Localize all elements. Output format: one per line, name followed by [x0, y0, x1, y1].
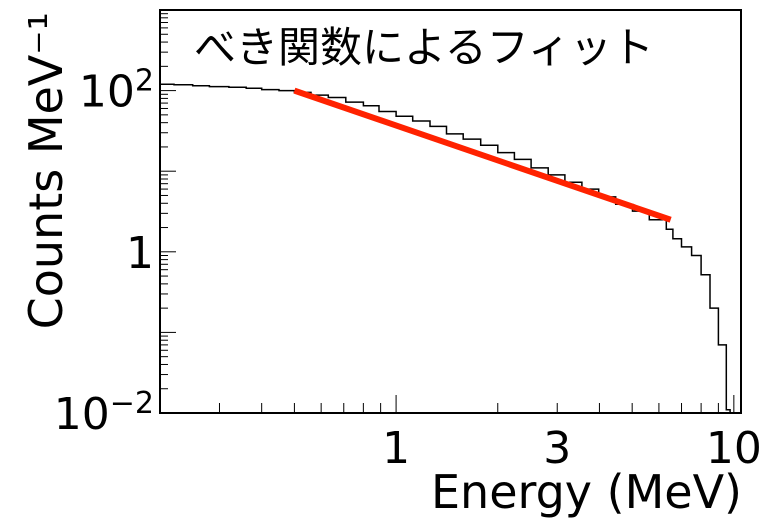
y-axis-title: Counts MeV⁻¹ [19, 12, 73, 329]
x-tick-label: 10 [706, 423, 762, 474]
x-axis-ticks [159, 395, 735, 413]
histogram-line [160, 83, 731, 413]
fit-line [293, 87, 672, 223]
plot-area-border [159, 9, 742, 414]
plot-frame [159, 9, 742, 414]
y-tick-label: 10−2 [54, 386, 154, 440]
y-tick-label: 1 [126, 228, 154, 279]
x-tick-label: 3 [543, 423, 571, 474]
y-axis-ticks [160, 9, 176, 414]
x-tick-label: 1 [382, 423, 410, 474]
x-axis-title: Energy (MeV) [431, 465, 742, 519]
tick-labels: 1 3 10 102 1 10−2 [54, 64, 762, 474]
chart-title: べき関数によるフィット [194, 23, 654, 72]
fit-series [293, 87, 672, 223]
y-tick-label: 102 [79, 64, 154, 118]
histogram-series [160, 83, 731, 413]
